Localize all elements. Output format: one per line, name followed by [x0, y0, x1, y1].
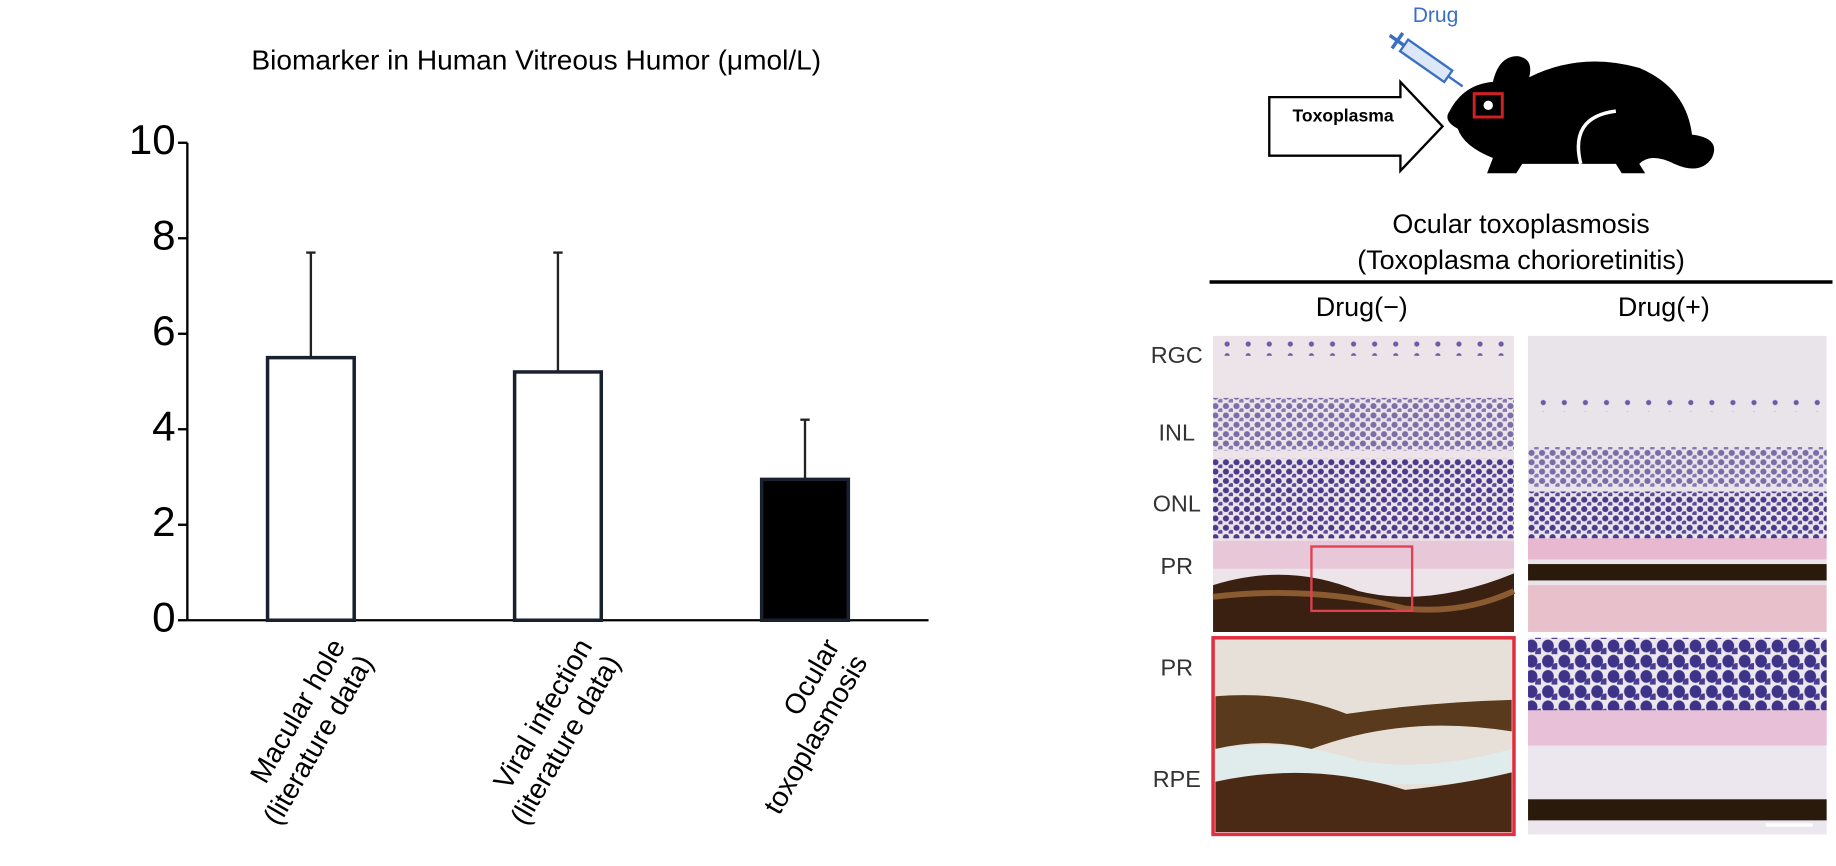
chart-title: Biomarker in Human Vitreous Humor (μmol/… [251, 44, 821, 75]
layer-label: PR [1161, 553, 1194, 579]
drug-label: Drug [1413, 4, 1459, 27]
mouse [1447, 56, 1715, 174]
layer-label: PR [1161, 655, 1194, 681]
y-tick-label: 10 [129, 116, 176, 163]
bar-chart: Biomarker in Human Vitreous Humor (μmol/… [129, 44, 929, 830]
y-tick-label: 4 [152, 402, 175, 449]
x-tick-label: Oculartoxoplasmosis [729, 633, 873, 819]
syringe [1388, 32, 1464, 88]
eye-box [1472, 92, 1504, 119]
histology-figure: Drug Toxoplasma Ocular toxoplasmosis (To… [1151, 4, 1833, 837]
x-tick-label: Viral infection(literature data) [476, 633, 626, 829]
zoom-drug-minus [1211, 636, 1516, 837]
bar [512, 370, 604, 622]
layer-label: ONL [1153, 491, 1201, 517]
panel-drug-plus [1528, 335, 1827, 632]
layer-label: RGC [1151, 342, 1203, 368]
panel-drug-minus [1212, 335, 1516, 632]
y-tick-label: 8 [152, 211, 175, 258]
bar [759, 477, 851, 622]
layer-label: INL [1159, 419, 1195, 445]
column-label: Drug(+) [1618, 292, 1710, 322]
column-label: Drug(−) [1316, 292, 1408, 322]
y-tick-label: 2 [152, 498, 175, 545]
figure-subtitle: (Toxoplasma chorioretinitis) [1357, 245, 1685, 275]
y-tick-label: 6 [152, 307, 175, 354]
bar [265, 355, 356, 622]
figure-title: Ocular toxoplasmosis [1392, 209, 1649, 239]
zoom-drug-plus [1528, 637, 1827, 835]
y-tick-label: 0 [152, 593, 175, 640]
arrow [1268, 78, 1445, 174]
x-tick-label: Macular hole(literature data) [229, 633, 379, 829]
arrow-label: Toxoplasma [1292, 106, 1393, 126]
layer-label: RPE [1153, 766, 1201, 792]
